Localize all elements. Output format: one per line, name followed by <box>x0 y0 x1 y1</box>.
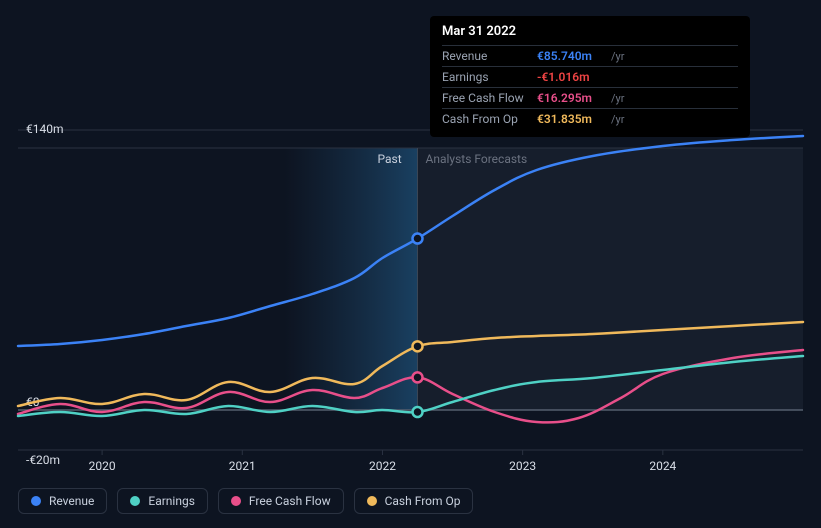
legend-label: Earnings <box>148 494 195 508</box>
tooltip-metric-value: €85.740m <box>537 49 607 63</box>
tooltip-row: Free Cash Flow€16.295m/yr <box>442 87 738 108</box>
legend-swatch-icon <box>367 496 377 506</box>
marker-free_cash_flow <box>413 372 423 382</box>
svg-text:2021: 2021 <box>229 459 256 473</box>
tooltip-metric-label: Cash From Op <box>442 112 537 126</box>
tooltip-metric-value: €16.295m <box>537 91 607 105</box>
marker-revenue <box>413 234 423 244</box>
chart-tooltip: Mar 31 2022 Revenue€85.740m/yrEarnings-€… <box>430 16 750 137</box>
legend-swatch-icon <box>231 496 241 506</box>
tooltip-row: Earnings-€1.016m <box>442 66 738 87</box>
legend-item-cash_from_op[interactable]: Cash From Op <box>354 488 474 514</box>
legend-label: Cash From Op <box>385 494 461 508</box>
tooltip-row: Cash From Op€31.835m/yr <box>442 108 738 129</box>
tooltip-metric-value: -€1.016m <box>537 70 607 84</box>
svg-text:2024: 2024 <box>649 459 676 473</box>
legend-swatch-icon <box>130 496 140 506</box>
tooltip-metric-value: €31.835m <box>537 112 607 126</box>
marker-cash_from_op <box>413 341 423 351</box>
svg-text:2023: 2023 <box>509 459 536 473</box>
marker-earnings <box>413 407 423 417</box>
tooltip-metric-label: Revenue <box>442 49 537 63</box>
tooltip-metric-unit: /yr <box>611 92 624 105</box>
past-region-label: Past <box>378 152 402 166</box>
svg-text:2020: 2020 <box>89 459 116 473</box>
legend-label: Revenue <box>49 494 94 508</box>
legend-label: Free Cash Flow <box>249 494 331 508</box>
chart-legend: Revenue Earnings Free Cash Flow Cash From O… <box>18 488 473 514</box>
legend-swatch-icon <box>31 496 41 506</box>
tooltip-metric-unit: /yr <box>611 50 624 63</box>
svg-text:€140m: €140m <box>26 122 64 136</box>
svg-text:-€20m: -€20m <box>26 453 60 467</box>
legend-item-revenue[interactable]: Revenue <box>18 488 107 514</box>
financial-chart: €140m€0-€20m20202021202220232024 Past An… <box>0 0 821 524</box>
tooltip-metric-label: Earnings <box>442 70 537 84</box>
tooltip-metric-label: Free Cash Flow <box>442 91 537 105</box>
legend-item-earnings[interactable]: Earnings <box>117 488 208 514</box>
legend-item-free_cash_flow[interactable]: Free Cash Flow <box>218 488 344 514</box>
tooltip-metric-unit: /yr <box>611 113 624 126</box>
tooltip-row: Revenue€85.740m/yr <box>442 45 738 66</box>
forecast-region-label: Analysts Forecasts <box>426 152 528 166</box>
tooltip-date: Mar 31 2022 <box>442 24 738 45</box>
svg-text:2022: 2022 <box>369 459 396 473</box>
